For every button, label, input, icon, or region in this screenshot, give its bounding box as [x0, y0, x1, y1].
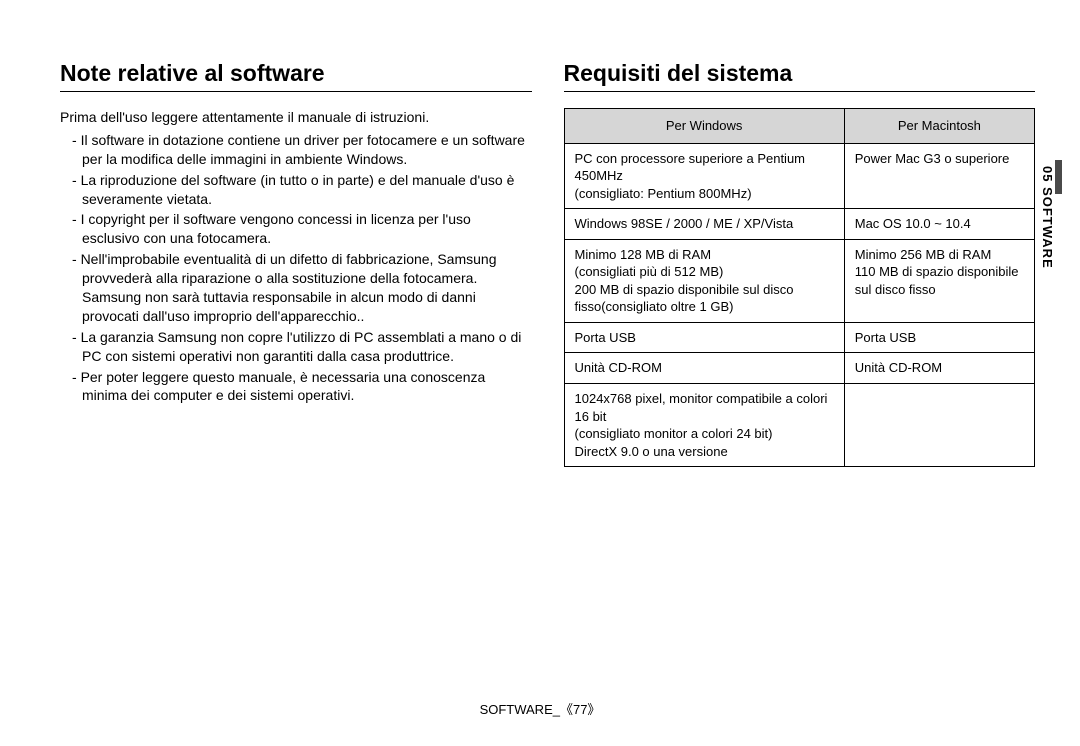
right-heading: Requisiti del sistema: [564, 60, 1036, 92]
list-item: La riproduzione del software (in tutto o…: [72, 171, 532, 209]
cell: Power Mac G3 o superiore: [844, 143, 1034, 209]
page-footer: SOFTWARE_《77》: [0, 699, 1080, 718]
list-item: La garanzia Samsung non copre l'utilizzo…: [72, 328, 532, 366]
table-row: Windows 98SE / 2000 / ME / XP/Vista Mac …: [564, 209, 1035, 240]
left-heading: Note relative al software: [60, 60, 532, 92]
manual-page: Note relative al software Prima dell'uso…: [0, 0, 1080, 746]
cell: PC con processore superiore a Pentium 45…: [564, 143, 844, 209]
left-column: Note relative al software Prima dell'uso…: [60, 60, 532, 467]
cell: Unità CD-ROM: [564, 353, 844, 384]
requirements-table: Per Windows Per Macintosh PC con process…: [564, 108, 1036, 467]
table-body: PC con processore superiore a Pentium 45…: [564, 143, 1035, 467]
list-item: Il software in dotazione contiene un dri…: [72, 131, 532, 169]
two-column-layout: Note relative al software Prima dell'uso…: [60, 60, 1035, 467]
table-row: Unità CD-ROM Unità CD-ROM: [564, 353, 1035, 384]
list-item: Nell'improbabile eventualità di un difet…: [72, 250, 532, 326]
cell: Porta USB: [564, 322, 844, 353]
cell: Mac OS 10.0 ~ 10.4: [844, 209, 1034, 240]
cell: [844, 384, 1034, 467]
right-column: Requisiti del sistema Per Windows Per Ma…: [564, 60, 1036, 467]
list-item: I copyright per il software vengono conc…: [72, 210, 532, 248]
tab-indicator: [1055, 160, 1062, 194]
col-header-windows: Per Windows: [564, 109, 844, 144]
table-row: Minimo 128 MB di RAM(consigliati più di …: [564, 239, 1035, 322]
cell: Windows 98SE / 2000 / ME / XP/Vista: [564, 209, 844, 240]
cell: Minimo 256 MB di RAM110 MB di spazio dis…: [844, 239, 1034, 322]
notes-list: Il software in dotazione contiene un dri…: [60, 131, 532, 405]
cell: 1024x768 pixel, monitor compatibile a co…: [564, 384, 844, 467]
chapter-tab: 05 SOFTWARE: [1040, 160, 1062, 370]
table-row: PC con processore superiore a Pentium 45…: [564, 143, 1035, 209]
col-header-mac: Per Macintosh: [844, 109, 1034, 144]
table-row: Porta USB Porta USB: [564, 322, 1035, 353]
list-item: Per poter leggere questo manuale, è nece…: [72, 368, 532, 406]
table-row: 1024x768 pixel, monitor compatibile a co…: [564, 384, 1035, 467]
tab-label: 05 SOFTWARE: [1040, 166, 1055, 269]
cell: Minimo 128 MB di RAM(consigliati più di …: [564, 239, 844, 322]
cell: Porta USB: [844, 322, 1034, 353]
table-header-row: Per Windows Per Macintosh: [564, 109, 1035, 144]
cell: Unità CD-ROM: [844, 353, 1034, 384]
intro-text: Prima dell'uso leggere attentamente il m…: [60, 108, 532, 127]
